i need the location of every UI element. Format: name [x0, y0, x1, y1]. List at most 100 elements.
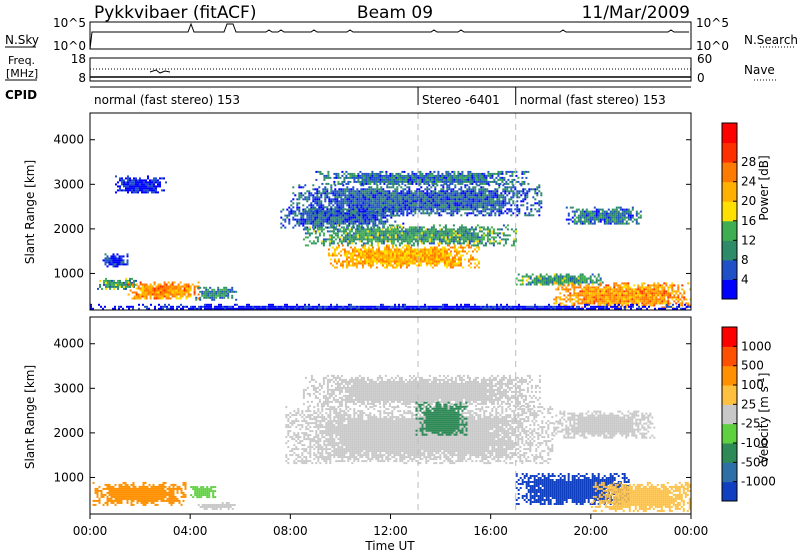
power-echo-cell [563, 275, 566, 278]
power-echo-cell [352, 202, 355, 205]
power-echo-cell [358, 240, 361, 243]
power-echo-cell [155, 181, 157, 184]
power-echo-cell [302, 212, 305, 215]
power-echo-cell [461, 170, 464, 173]
power-echo-cell [436, 194, 439, 197]
power-echo-cell [444, 238, 447, 241]
power-echo-cell [669, 284, 672, 287]
power-echo-cell [453, 244, 456, 247]
power-echo-cell [350, 242, 353, 245]
power-echo-cell [438, 198, 441, 201]
power-echo-cell [310, 214, 313, 217]
power-echo-cell [645, 290, 648, 293]
power-echo-cell [524, 198, 527, 201]
power-echo-cell [417, 174, 420, 177]
power-echo-cell [488, 238, 491, 241]
power-echo-cell [322, 244, 325, 247]
power-echo-cell [211, 296, 214, 299]
power-echo-cell [397, 172, 400, 175]
power-echo-cell [163, 295, 166, 298]
power-echo-cell [579, 290, 582, 293]
power-echo-cell [601, 294, 604, 297]
power-echo-cell [458, 234, 461, 237]
power-echo-cell [376, 216, 379, 219]
power-echo-cell [583, 288, 586, 291]
power-echo-cell [603, 292, 606, 295]
power-echo-cell [609, 290, 612, 293]
power-echo-cell [563, 298, 566, 301]
power-echo-cell [475, 250, 478, 253]
power-echo-cell [422, 206, 425, 209]
power-echo-cell [320, 216, 323, 219]
power-echo-cell [288, 222, 291, 225]
power-echo-cell [302, 214, 305, 217]
power-echo-cell [464, 226, 467, 229]
power-echo-cell [490, 192, 493, 195]
power-echo-cell [472, 244, 475, 247]
power-echo-cell [425, 180, 428, 183]
power-echo-cell [141, 181, 143, 184]
power-echo-cell [400, 238, 403, 241]
power-echo-cell [121, 189, 123, 192]
power-echo-cell [231, 296, 234, 299]
power-echo-cell [167, 291, 170, 294]
power-echo-cell [425, 260, 428, 263]
power-echo-cell [429, 174, 432, 177]
power-echo-cell [381, 176, 384, 179]
power-echo-cell [432, 234, 435, 237]
power-echo-cell [153, 283, 156, 286]
power-echo-cell [356, 212, 359, 215]
power-echo-cell [229, 288, 232, 291]
power-echo-cell [607, 284, 610, 287]
power-echo-cell [415, 250, 418, 253]
power-echo-cell [355, 180, 358, 183]
power-echo-cell [358, 234, 361, 237]
power-echo-cell [633, 302, 636, 305]
power-echo-cell [336, 212, 339, 215]
power-echo-cell [123, 181, 125, 184]
power-echo-cell [432, 192, 435, 195]
power-echo-cell [109, 285, 111, 288]
power-echo-cell [513, 170, 516, 173]
power-echo-cell [330, 200, 333, 203]
power-echo-cell [476, 234, 479, 237]
power-echo-cell [407, 246, 410, 249]
power-echo-cell [374, 236, 377, 239]
freq-tick-top: 18 [71, 52, 86, 66]
power-echo-cell [457, 256, 460, 259]
power-echo-cell [312, 212, 315, 215]
power-echo-cell [579, 279, 582, 282]
power-echo-cell [454, 238, 457, 241]
power-echo-cell [330, 230, 333, 233]
power-echo-cell [320, 218, 323, 221]
power-echo-cell [385, 256, 388, 259]
power-echo-cell [304, 208, 307, 211]
power-echo-cell [149, 189, 151, 192]
power-echo-cell [294, 210, 297, 213]
power-echo-cell [520, 204, 523, 207]
power-echo-cell [488, 194, 491, 197]
power-echo-cell [383, 266, 386, 269]
power-echo-cell [389, 172, 392, 175]
power-echo-cell [464, 198, 467, 201]
power-echo-cell [522, 188, 525, 191]
power-echo-cell [225, 292, 228, 295]
power-echo-cell [631, 298, 634, 301]
power-echo-cell [349, 246, 352, 249]
power-echo-cell [452, 210, 455, 213]
power-echo-cell [169, 293, 172, 296]
power-echo-cell [643, 286, 646, 289]
power-echo-cell [366, 222, 369, 225]
power-echo-cell [498, 242, 501, 245]
power-echo-cell [478, 198, 481, 201]
power-echo-cell [332, 220, 335, 223]
power-echo-cell [465, 178, 468, 181]
power-echo-cell [509, 180, 512, 183]
power-echo-cell [406, 196, 409, 199]
power-echo-cell [476, 214, 479, 217]
power-echo-cell [165, 181, 167, 184]
power-echo-cell [478, 210, 481, 213]
power-echo-cell [621, 296, 624, 299]
power-echo-cell [453, 250, 456, 253]
